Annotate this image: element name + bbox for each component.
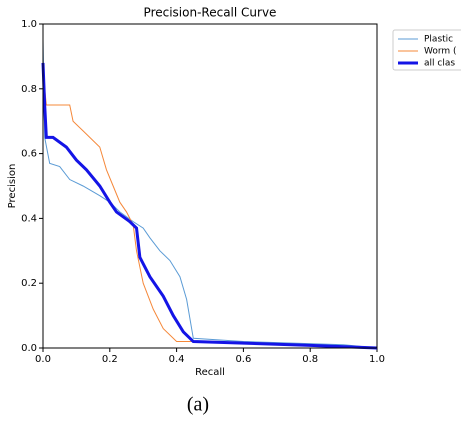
x-tick-label: 1.0 [369, 354, 385, 365]
x-tick-label: 0.8 [302, 354, 318, 365]
x-tick-label: 0.4 [169, 354, 185, 365]
x-tick-label: 0.0 [35, 354, 51, 365]
x-axis-label: Recall [195, 367, 225, 378]
y-tick-label: 0.8 [21, 84, 37, 95]
line-series [42, 72, 378, 349]
line-series [42, 40, 378, 349]
legend-label: Plastic [424, 35, 453, 45]
line-series [41, 62, 378, 350]
legend-label: Worm ( [424, 47, 457, 57]
y-tick-label: 0.6 [21, 149, 37, 160]
x-tick-label: 0.6 [235, 354, 251, 365]
x-tick-label: 0.2 [102, 354, 118, 365]
y-tick-label: 0.4 [21, 213, 37, 224]
y-tick-label: 1.0 [21, 19, 37, 30]
y-axis-label: Precision [7, 164, 18, 209]
y-tick-label: 0.2 [21, 278, 37, 289]
legend-label: all clas [424, 59, 455, 69]
plot-frame [42, 23, 378, 349]
chart-title: Precision-Recall Curve [144, 6, 277, 20]
caption: (a) [187, 394, 209, 416]
y-tick-label: 0.0 [21, 343, 37, 354]
legend-box [392, 29, 461, 71]
